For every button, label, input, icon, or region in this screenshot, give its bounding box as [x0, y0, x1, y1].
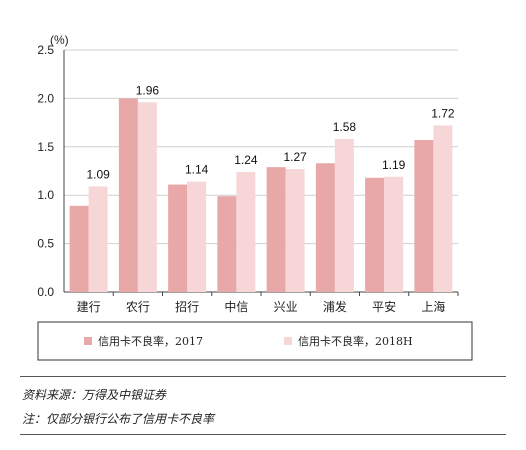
bar-2017-0	[69, 205, 89, 292]
data-label-6: 1.19	[382, 158, 406, 172]
bar-2018h-7	[433, 125, 453, 292]
data-label-3: 1.24	[234, 153, 258, 167]
legend-swatch-1	[284, 337, 292, 345]
data-label-4: 1.27	[283, 150, 307, 164]
footnote: 注：仅部分银行公布了信用卡不良率	[22, 412, 215, 426]
legend-box	[37, 321, 473, 361]
data-label-2: 1.14	[185, 163, 209, 177]
x-tick-label-2: 招行	[175, 300, 199, 314]
chart-notes: 资料来源：万得及中银证券 注：仅部分银行公布了信用卡不良率	[22, 384, 502, 432]
bar-2017-6	[365, 177, 385, 292]
data-label-7: 1.72	[431, 107, 455, 121]
bottom-rule	[20, 434, 506, 435]
top-rule	[20, 376, 506, 377]
legend-label-1: 信用卡不良率，2018H	[298, 334, 413, 348]
y-tick-label-5: 2.5	[37, 43, 54, 57]
bar-2018h-4	[285, 169, 305, 292]
bar-2018h-2	[187, 181, 207, 292]
bar-2018h-0	[88, 186, 108, 292]
x-tick-label-3: 中信	[224, 299, 248, 314]
x-tick-label-5: 浦发	[323, 299, 347, 314]
source-note: 资料来源：万得及中银证券	[22, 388, 167, 402]
y-tick-label-0: 0.0	[37, 285, 54, 299]
y-tick-label-3: 1.5	[37, 140, 54, 154]
x-tick-label-6: 平安	[372, 299, 396, 314]
bar-2017-2	[168, 184, 188, 292]
y-unit-label: (%)	[50, 33, 69, 47]
data-label-0: 1.09	[86, 167, 110, 181]
x-tick-label-0: 建行	[77, 300, 101, 314]
y-tick-label-4: 2.0	[37, 91, 54, 105]
bar-2018h-3	[236, 171, 256, 292]
bar-chart: 0.0 0.5 1.0 1.5 2.0 2.5(%) 1.09 建行 1.96 农行 1.14 招行 1…	[37, 33, 473, 361]
legend-swatch-0	[84, 337, 92, 345]
bar-2018h-5	[334, 139, 354, 292]
bar-2018h-1	[137, 102, 157, 292]
data-label-1: 1.96	[136, 83, 160, 97]
x-tick-label-1: 农行	[126, 300, 150, 314]
bar-2017-4	[266, 167, 286, 292]
bar-2017-3	[217, 196, 237, 292]
bar-2017-1	[118, 98, 138, 293]
x-tick-label-4: 兴业	[274, 300, 298, 314]
data-label-5: 1.58	[333, 120, 357, 134]
bar-2017-5	[315, 163, 335, 292]
bar-2017-7	[414, 140, 434, 292]
y-tick-label-2: 1.0	[37, 188, 54, 202]
legend-label-0: 信用卡不良率，2017	[98, 334, 203, 348]
x-tick-label-7: 上海	[421, 299, 445, 314]
y-tick-label-1: 0.5	[37, 237, 54, 251]
bar-2018h-6	[384, 176, 404, 292]
